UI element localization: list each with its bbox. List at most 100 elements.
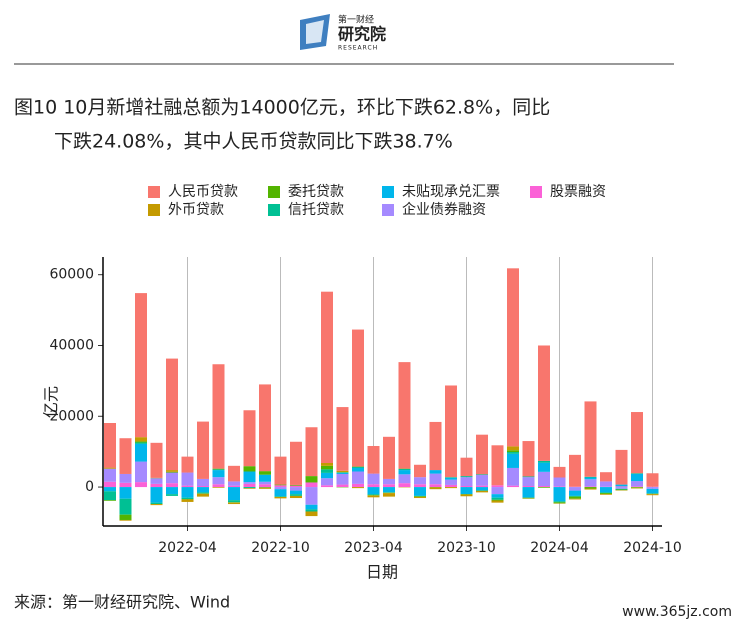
- logo-name: 第一财经: [338, 14, 374, 26]
- bar-segment: [414, 464, 426, 478]
- bar-segment: [119, 487, 132, 499]
- bar-segment: [259, 487, 271, 489]
- bar-segment: [584, 476, 597, 478]
- bar-segment: [243, 471, 256, 483]
- x-tick-label: 2022-04: [158, 540, 217, 556]
- bar-segment: [646, 488, 659, 494]
- bar-segment: [615, 487, 628, 489]
- bar-segment: [367, 495, 380, 498]
- bar-segment: [259, 471, 271, 475]
- bar-segment: [135, 461, 147, 483]
- bar-segment: [228, 487, 240, 501]
- bar-segment: [228, 502, 240, 505]
- bar-segment: [631, 487, 643, 489]
- bar-segment: [584, 479, 597, 487]
- bar-segment: [367, 487, 380, 495]
- bar-segment: [569, 496, 581, 499]
- bar-segment: [522, 487, 535, 498]
- bar-segment: [631, 486, 643, 488]
- bar-segment: [336, 484, 349, 488]
- bar-segment: [383, 493, 395, 497]
- bar-segment: [104, 467, 116, 469]
- bar-segment: [150, 483, 163, 488]
- bar-segment: [119, 514, 132, 520]
- bar-segment: [507, 485, 519, 488]
- bar-segment: [414, 477, 426, 485]
- bar-segment: [321, 469, 333, 473]
- bar-segment: [584, 477, 597, 480]
- bar-segment: [383, 478, 395, 485]
- bar-segment: [336, 472, 349, 474]
- bar-segment: [491, 494, 504, 498]
- bar-segment: [290, 495, 302, 499]
- bar-segment: [491, 445, 504, 486]
- bar-segment: [646, 487, 659, 489]
- bar-segment: [352, 467, 364, 472]
- legend-label: 外币贷款: [168, 202, 224, 218]
- bar-segment: [476, 434, 488, 475]
- bar-segment: [104, 423, 116, 468]
- bar-segment: [383, 487, 395, 493]
- logo-title: 研究院: [338, 25, 386, 44]
- chart-title: 图10 10月新增社融总额为14000亿元，环比下跌62.8%，同比: [14, 97, 550, 119]
- bar-segment: [476, 485, 488, 488]
- logo: 第一财经 研究院 RESEARCH: [300, 14, 386, 52]
- bar-segment: [445, 487, 457, 489]
- y-tick-label: 40000: [49, 337, 94, 353]
- bar-segment: [197, 486, 209, 488]
- bar-segment: [398, 469, 411, 471]
- y-tick-label: 0: [85, 479, 94, 495]
- bar-segment: [600, 481, 612, 487]
- bar-segment: [631, 487, 643, 488]
- legend-swatch: [382, 204, 394, 216]
- bar-segment: [181, 487, 194, 498]
- bar-segment: [445, 477, 457, 478]
- bar-segment: [181, 472, 194, 486]
- legend-swatch: [530, 186, 542, 198]
- bar-segment: [104, 500, 116, 501]
- bar-segment: [259, 481, 271, 485]
- bar-segment: [243, 483, 256, 488]
- bar-segment: [104, 487, 116, 492]
- bar-segment: [522, 476, 535, 478]
- bar-segment: [212, 484, 225, 488]
- bar-segment: [197, 492, 209, 494]
- bar-segment: [600, 472, 612, 482]
- bar-segment: [569, 495, 581, 497]
- bar-segment: [290, 485, 302, 488]
- bar-segment: [414, 496, 426, 497]
- bar-segment: [445, 484, 457, 488]
- bar-segment: [507, 453, 519, 468]
- bar-segment: [538, 460, 550, 463]
- bar-segment: [197, 487, 209, 493]
- bar-segment: [553, 487, 566, 502]
- legend-label: 人民币贷款: [168, 184, 238, 200]
- bar-segment: [135, 442, 147, 444]
- x-tick-label: 2024-04: [530, 540, 589, 556]
- bar-segment: [491, 485, 504, 488]
- y-tick-label: 60000: [49, 267, 94, 283]
- bar-segment: [522, 497, 535, 499]
- bar-segment: [507, 467, 519, 486]
- bar-segment: [522, 441, 535, 477]
- bar-segment: [522, 486, 535, 488]
- bar-segment: [181, 499, 194, 502]
- bar-segment: [553, 466, 566, 478]
- bar-segment: [274, 484, 287, 486]
- bar-segment: [553, 477, 566, 487]
- bar-segment: [274, 487, 287, 490]
- legend-swatch: [268, 204, 280, 216]
- bar-segment: [538, 487, 550, 488]
- bar-segment: [150, 478, 163, 484]
- bar-segment: [228, 500, 240, 503]
- legend-label: 委托贷款: [288, 184, 344, 200]
- x-tick-label: 2022-10: [251, 540, 310, 556]
- bar-segment: [243, 466, 256, 472]
- bar-segment: [166, 483, 178, 488]
- bar-segment: [615, 486, 628, 488]
- bar-segment: [104, 468, 116, 482]
- bar-segment: [321, 472, 333, 479]
- bar-segment: [104, 481, 116, 488]
- bar-segment: [600, 487, 612, 493]
